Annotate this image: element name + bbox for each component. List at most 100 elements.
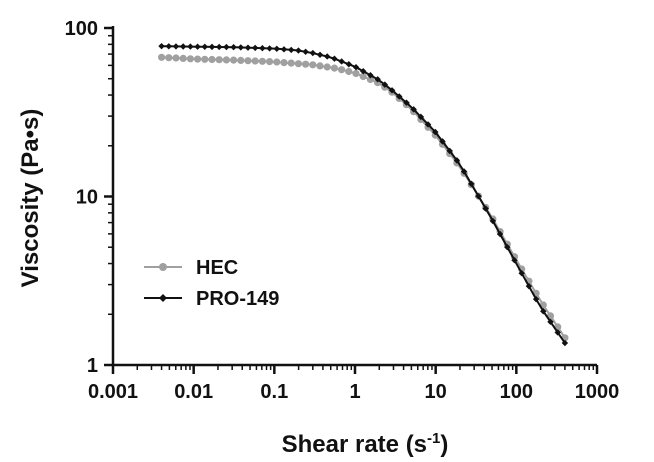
data-point-pro-149: [179, 43, 187, 50]
data-point-pro-149: [331, 55, 338, 62]
data-point-pro-149: [511, 256, 518, 264]
data-point-hec: [172, 54, 180, 62]
data-point-pro-149: [496, 230, 504, 238]
data-point-pro-149: [475, 193, 482, 200]
data-point-hec: [366, 75, 374, 84]
data-point-pro-149: [453, 157, 461, 164]
data-point-hec: [280, 59, 288, 67]
data-point-pro-149: [345, 61, 353, 68]
data-point-pro-149: [259, 44, 266, 52]
y-tick-label: 100: [65, 18, 98, 40]
legend-label-pro-149: PRO-149: [196, 288, 279, 310]
data-point-hec: [323, 63, 331, 71]
data-point-pro-149: [158, 42, 165, 50]
x-tick-label: 0.1: [260, 381, 288, 403]
data-point-pro-149: [266, 45, 273, 52]
data-point-pro-149: [554, 329, 561, 336]
data-point-hec: [237, 56, 245, 64]
data-point-pro-149: [410, 106, 417, 113]
data-point-pro-149: [482, 205, 489, 212]
data-point-pro-149: [396, 93, 403, 100]
y-axis-title: Viscosity (Pa•s): [17, 109, 44, 288]
data-point-pro-149: [367, 72, 374, 79]
x-tick-label: 0.01: [174, 381, 213, 403]
data-point-pro-149: [374, 76, 381, 83]
data-point-pro-149: [295, 47, 302, 54]
data-point-hec: [273, 58, 281, 66]
data-point-pro-149: [273, 45, 281, 52]
data-point-hec: [201, 55, 209, 63]
data-point-hec: [359, 72, 367, 81]
x-tick-label: 1: [349, 381, 360, 403]
data-point-pro-149: [417, 113, 425, 121]
data-point-pro-149: [172, 43, 180, 50]
data-point-hec: [294, 60, 302, 68]
data-point-pro-149: [403, 99, 410, 106]
data-point-pro-149: [324, 53, 331, 60]
data-point-pro-149: [532, 295, 540, 303]
x-axis-title-main: Shear rate (s: [282, 431, 427, 458]
data-point-hec: [179, 54, 187, 63]
data-point-pro-149: [504, 243, 511, 251]
data-point-hec: [302, 60, 310, 68]
data-point-hec: [251, 57, 259, 65]
x-axis-title-superscript: -1: [427, 430, 440, 447]
data-point-pro-149: [244, 44, 252, 51]
data-point-hec: [244, 57, 252, 65]
data-point-pro-149: [288, 46, 295, 54]
data-point-pro-149: [446, 147, 453, 155]
data-point-hec: [330, 64, 338, 72]
legend-marker-pro-149: [159, 294, 167, 302]
x-tick-label: 0.001: [88, 381, 138, 403]
data-point-pro-149: [468, 180, 475, 188]
y-tick-label: 1: [87, 355, 98, 377]
x-axis-title-close-paren: ): [440, 431, 448, 458]
data-point-pro-149: [215, 43, 223, 51]
legend-marker-hec: [159, 263, 167, 271]
data-point-pro-149: [432, 128, 439, 136]
data-point-pro-149: [187, 43, 194, 50]
series-pro-149: [158, 42, 569, 347]
plot-area: [158, 42, 569, 347]
data-point-hec: [266, 58, 274, 66]
data-point-hec: [338, 66, 346, 74]
data-point-hec: [208, 55, 216, 64]
data-point-pro-149: [208, 43, 216, 51]
x-tick-label: 10: [425, 381, 447, 403]
data-point-pro-149: [194, 43, 201, 50]
data-point-pro-149: [338, 58, 345, 65]
data-point-pro-149: [316, 51, 324, 58]
data-point-pro-149: [424, 121, 432, 128]
data-point-hec: [165, 54, 173, 62]
legend-label-hec: HEC: [196, 257, 238, 279]
x-tick-label: 100: [500, 381, 533, 403]
data-point-hec: [222, 56, 230, 64]
data-point-pro-149: [439, 138, 446, 145]
data-point-hec: [186, 55, 194, 63]
data-point-pro-149: [388, 87, 396, 94]
data-point-hec: [230, 56, 238, 64]
data-point-pro-149: [381, 81, 389, 88]
x-axis-title: Shear rate (s-1): [282, 430, 449, 458]
data-point-pro-149: [230, 43, 237, 51]
data-point-pro-149: [223, 43, 230, 51]
data-point-pro-149: [302, 48, 309, 55]
data-point-pro-149: [352, 63, 360, 71]
data-point-pro-149: [561, 339, 569, 347]
legend: HEC PRO-149: [144, 257, 279, 310]
data-point-pro-149: [525, 282, 533, 290]
data-point-pro-149: [237, 44, 244, 51]
data-point-hec: [258, 57, 266, 65]
data-point-hec: [194, 55, 202, 63]
data-point-hec: [316, 62, 324, 70]
data-point-pro-149: [280, 46, 288, 53]
data-point-pro-149: [360, 68, 367, 75]
data-point-pro-149: [309, 49, 317, 57]
data-point-hec: [352, 69, 360, 78]
data-point-pro-149: [518, 269, 525, 277]
data-point-pro-149: [547, 318, 554, 326]
data-point-pro-149: [251, 44, 259, 52]
data-point-pro-149: [460, 168, 468, 175]
data-point-hec: [158, 53, 166, 61]
